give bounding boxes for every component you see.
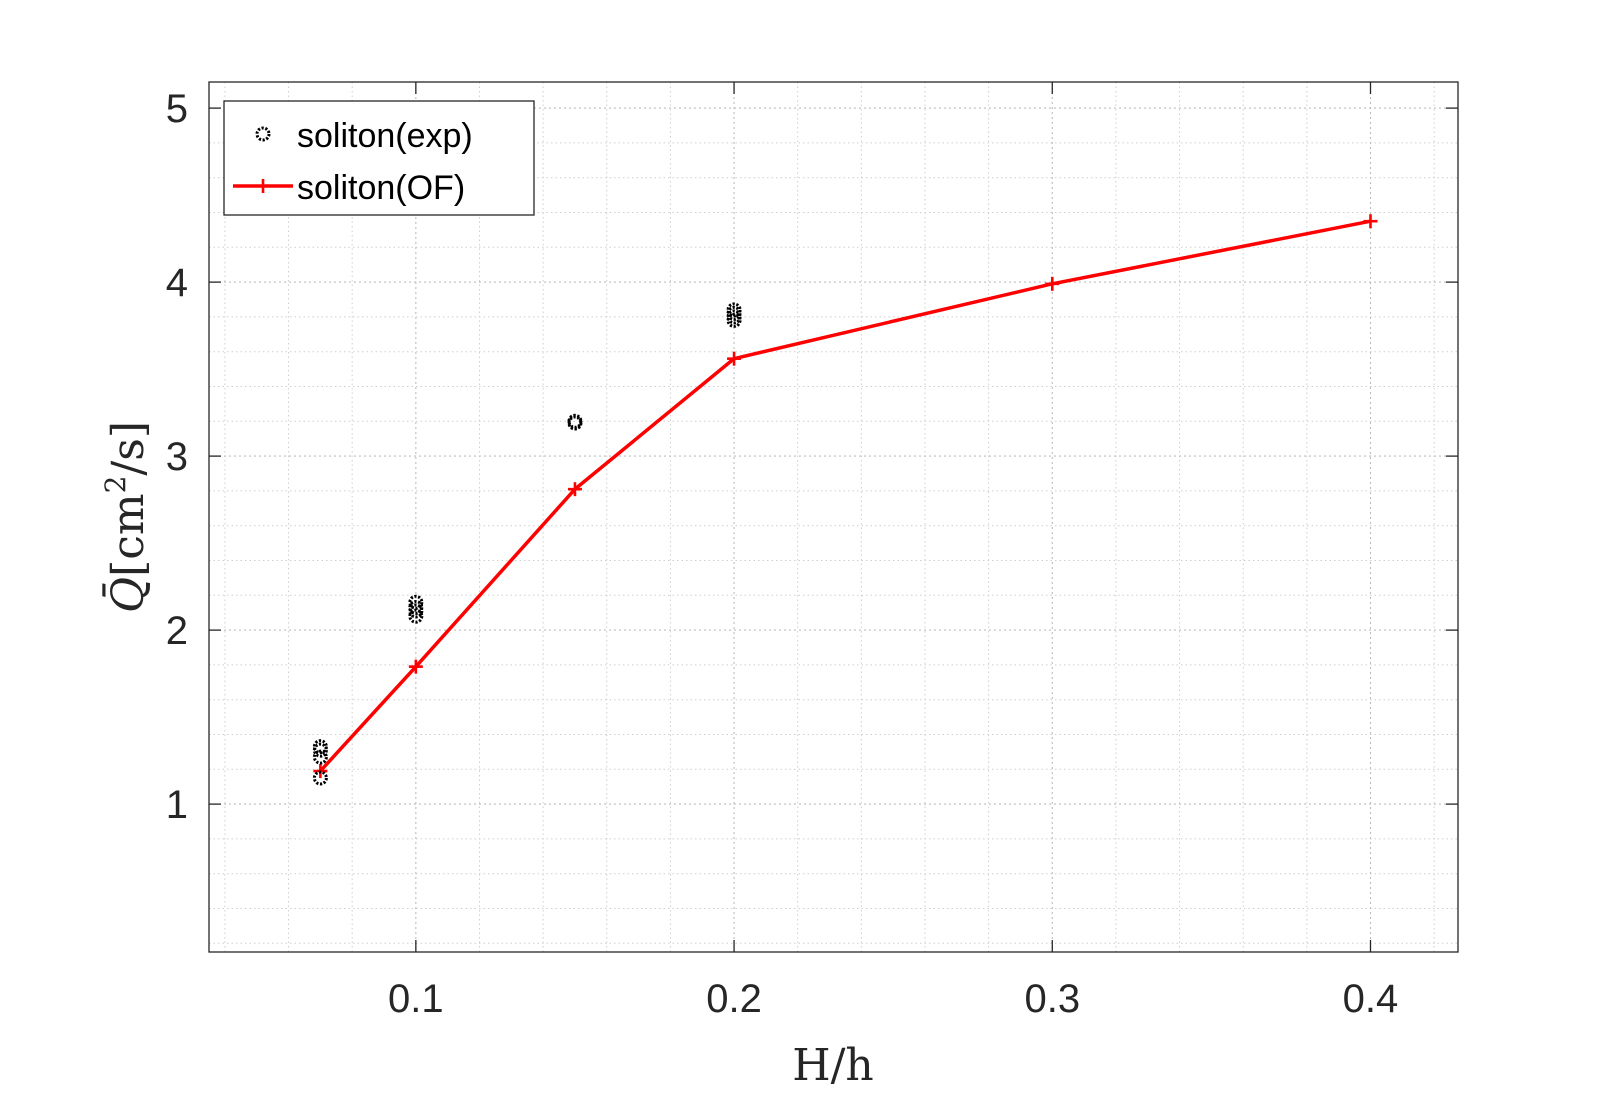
x-tick-label: 0.2 [706,977,762,1021]
y-tick-labels: 1 2 3 4 5 [166,87,188,827]
x-axis-label: H/h [792,1040,874,1091]
series-soliton-exp-point [408,599,424,615]
x-tick-label: 0.4 [1343,977,1399,1021]
series-soliton-exp-point [726,309,742,325]
series-soliton-of-point [408,659,423,674]
series-soliton-exp-point-ring [726,309,742,325]
series-soliton-exp-point [408,608,424,624]
series-soliton-exp-point [312,749,328,765]
y-axis-label-unit-open: [cm [103,493,154,577]
y-tick-label: 1 [166,783,188,827]
series-soliton-exp-point [312,770,328,786]
series-soliton-exp-point [726,302,742,318]
series-soliton-exp-point-ring [408,599,424,615]
series-soliton-exp-point-ring [567,413,583,429]
series-soliton-exp-point [312,739,328,755]
y-axis-label-unit-close: /s] [103,421,154,476]
legend-label-soliton-of: soliton(OF) [297,169,465,207]
series-soliton-exp-point [408,594,424,610]
y-tick-label: 2 [166,609,188,653]
series-soliton-exp-point-ring [312,742,328,758]
series-soliton-exp-point-ring [726,305,742,321]
y-axis-label: Q̄[cm2/s] [99,421,154,613]
series-soliton-exp-point-ring [312,739,328,755]
series-soliton-of-point [1363,214,1378,229]
axes-box [208,81,1459,953]
legend-exp-symbol [255,126,271,142]
legend: soliton(exp) soliton(OF) [223,100,535,216]
plot-area [208,81,1459,953]
legend-marker-soliton-of [256,179,270,193]
series-soliton-of-line [319,219,1371,773]
y-tick-label: 5 [166,87,188,131]
major-grid [209,82,1458,952]
legend-of-symbol [256,179,270,193]
y-axis-label-unit-sup: 2 [99,476,132,494]
series-soliton-exp-point-ring [312,749,328,765]
y-axis-label-symbol: Q̄ [101,577,154,613]
series-soliton-exp-point [726,312,742,328]
series-soliton-exp-point-ring [726,302,742,318]
x-tick-label: 0.1 [388,977,444,1021]
legend-box [223,100,535,216]
series-soliton-exp-point [567,413,583,429]
y-tick-label: 4 [166,261,188,305]
y-tick-label: 3 [166,435,188,479]
legend-marker-soliton-exp [255,126,271,142]
series-soliton-exp-point-ring [312,770,328,786]
series-layer [312,214,1378,786]
series-soliton-exp-point [726,305,742,321]
series-soliton-of-point [1045,276,1060,291]
axes-background [209,82,1458,952]
x-tick-labels: 0.1 0.2 0.3 0.4 [388,977,1398,1021]
legend-exp-symbol-ring [255,126,271,142]
legend-label-soliton-exp: soliton(exp) [297,117,473,155]
series-soliton-exp-point [408,603,424,619]
series-soliton-of-point [567,482,582,497]
tick-marks [209,82,1458,952]
series-soliton-exp-point-ring [408,608,424,624]
series-soliton-exp-point-ring [408,594,424,610]
series-soliton-exp-point-ring [726,312,742,328]
series-soliton-of-point [727,351,742,366]
x-tick-label: 0.3 [1024,977,1080,1021]
series-soliton-exp-point [312,742,328,758]
series-soliton-exp-point-ring [408,603,424,619]
